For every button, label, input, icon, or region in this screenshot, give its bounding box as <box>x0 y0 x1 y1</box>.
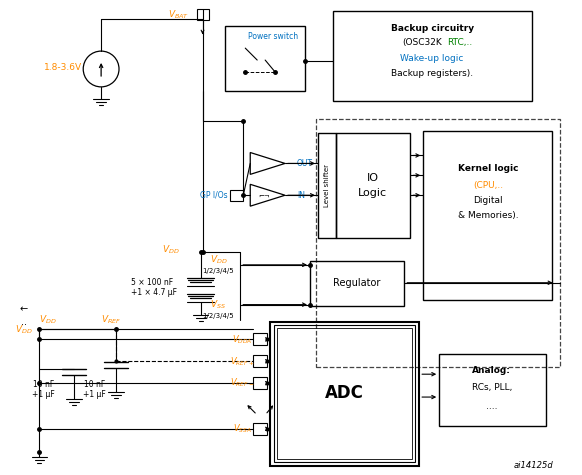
Text: RCs, PLL,: RCs, PLL, <box>471 383 512 391</box>
Text: Wake-up logic: Wake-up logic <box>400 54 464 63</box>
Bar <box>336 133 410 238</box>
Text: +1 μF: +1 μF <box>32 390 55 399</box>
Text: $V_{DD}$: $V_{DD}$ <box>15 323 33 336</box>
Text: Digital: Digital <box>473 196 503 205</box>
Text: $V_{DD}$: $V_{DD}$ <box>162 244 179 256</box>
Bar <box>439 354 545 426</box>
Text: 1/2/3/4/5: 1/2/3/4/5 <box>203 268 234 274</box>
Text: 1/2/3/4/5: 1/2/3/4/5 <box>203 313 234 319</box>
Text: ai14125d: ai14125d <box>514 461 553 470</box>
Bar <box>333 11 531 101</box>
Text: +1 μF: +1 μF <box>83 390 105 399</box>
Bar <box>318 133 336 238</box>
Text: ADC: ADC <box>325 384 364 402</box>
Text: $V_{REF-}$: $V_{REF-}$ <box>230 377 254 389</box>
Bar <box>253 423 267 435</box>
Text: ..: .. <box>20 316 27 326</box>
Text: GP I/Os: GP I/Os <box>200 191 228 200</box>
Text: $V_{REF+}$: $V_{REF+}$ <box>230 355 254 368</box>
Text: & Memories).: & Memories). <box>457 210 518 219</box>
Text: +1 × 4.7 μF: +1 × 4.7 μF <box>131 288 177 297</box>
Bar <box>197 10 210 20</box>
Text: $V_{DD}$: $V_{DD}$ <box>210 254 227 266</box>
Text: Kernel logic: Kernel logic <box>457 164 518 173</box>
Text: Power switch: Power switch <box>248 32 298 41</box>
Bar <box>316 119 560 367</box>
Bar <box>253 377 267 389</box>
Text: IO: IO <box>367 173 378 183</box>
Text: OUT: OUT <box>297 159 313 168</box>
Text: Regulator: Regulator <box>333 278 380 288</box>
Text: 1.8-3.6V: 1.8-3.6V <box>44 63 83 72</box>
Text: Backup registers).: Backup registers). <box>391 69 473 78</box>
Text: $V_{SS}$: $V_{SS}$ <box>211 298 226 311</box>
Text: $V_{SSA}$: $V_{SSA}$ <box>233 423 251 435</box>
Text: Backup circuitry: Backup circuitry <box>391 24 474 33</box>
Text: ⌐¬: ⌐¬ <box>258 192 270 198</box>
Bar <box>225 26 305 91</box>
Text: $V_{DD}$: $V_{DD}$ <box>38 314 56 326</box>
Text: 5 × 100 nF: 5 × 100 nF <box>131 278 173 287</box>
Bar <box>270 322 419 466</box>
Bar <box>253 333 267 345</box>
Bar <box>310 261 404 305</box>
Text: $V_{BAT}$: $V_{BAT}$ <box>168 8 189 20</box>
Text: $V_{REF}$: $V_{REF}$ <box>101 314 121 326</box>
Text: IN: IN <box>297 191 305 200</box>
Text: $V_{DDA}$: $V_{DDA}$ <box>232 333 253 346</box>
Text: (CPU,..: (CPU,.. <box>473 181 503 190</box>
Text: 10 nF: 10 nF <box>33 380 54 389</box>
Bar <box>253 355 267 367</box>
Text: 10 nF: 10 nF <box>84 380 105 389</box>
Text: Logic: Logic <box>358 188 387 198</box>
Bar <box>423 131 552 300</box>
Text: Level shifter: Level shifter <box>324 164 330 207</box>
Bar <box>230 190 243 201</box>
Text: (OSC32K: (OSC32K <box>402 38 442 47</box>
Bar <box>274 325 416 462</box>
Text: ←: ← <box>20 304 27 314</box>
Text: ....: .... <box>486 401 498 410</box>
Bar <box>277 329 412 459</box>
Text: RTC,..: RTC,.. <box>448 38 473 47</box>
Text: Analog:: Analog: <box>473 366 511 375</box>
